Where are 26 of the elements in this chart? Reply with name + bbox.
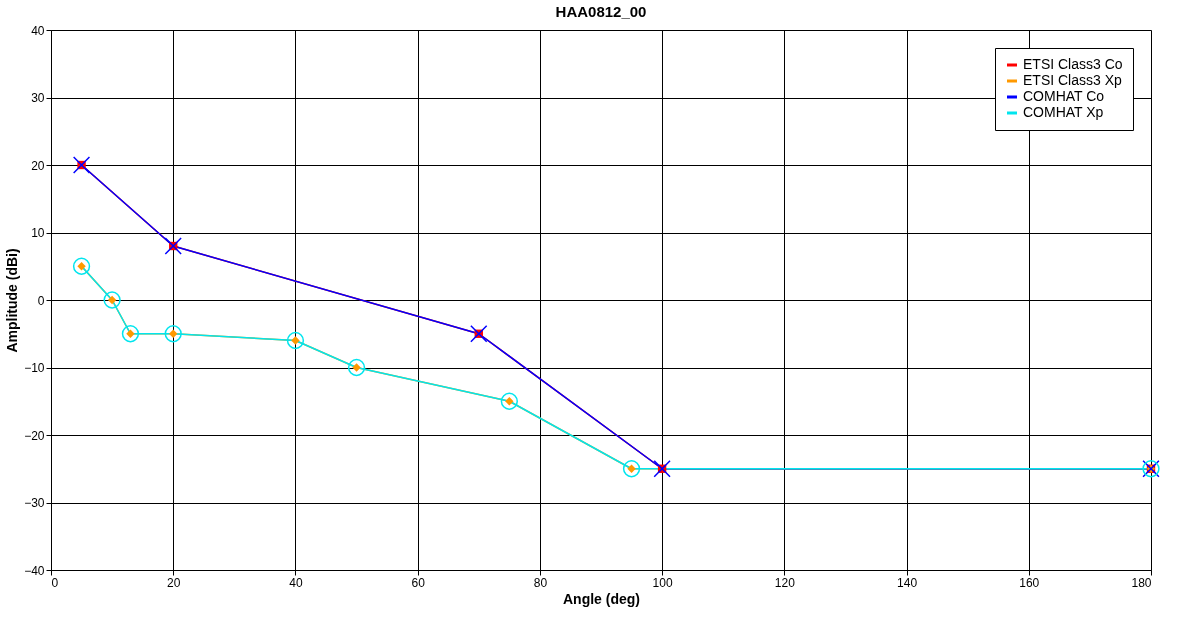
y-tick-label: −30 bbox=[24, 496, 45, 510]
x-tick-label: 140 bbox=[897, 575, 918, 590]
y-tick-label: 0 bbox=[37, 293, 45, 308]
legend-label: COMHAT Co bbox=[1023, 88, 1105, 104]
legend-label: ETSI Class3 Xp bbox=[1023, 72, 1123, 88]
x-tick-label: 180 bbox=[1131, 575, 1152, 590]
y-tick-label: −10 bbox=[24, 361, 45, 375]
y-tick-label: 20 bbox=[31, 158, 45, 173]
y-tick-label: −20 bbox=[24, 428, 45, 443]
y-tick-label: 30 bbox=[31, 91, 45, 105]
legend-label: ETSI Class3 Co bbox=[1023, 56, 1123, 72]
legend-label: COMHAT Xp bbox=[1023, 104, 1104, 120]
x-tick-label: 160 bbox=[1019, 575, 1040, 590]
x-tick-label: 120 bbox=[774, 575, 796, 590]
y-tick-label: −40 bbox=[24, 563, 45, 578]
y-tick-label: 40 bbox=[31, 23, 45, 38]
x-tick-label: 80 bbox=[533, 575, 548, 590]
x-axis-title: Angle (deg) bbox=[563, 590, 640, 607]
y-axis-title: Amplitude (dBi) bbox=[4, 248, 21, 353]
x-tick-label: 20 bbox=[167, 575, 181, 590]
y-tick-label: 10 bbox=[31, 226, 45, 240]
x-tick-label: 60 bbox=[411, 575, 426, 590]
chart-title: HAA0812_00 bbox=[555, 3, 647, 20]
x-tick-label: 40 bbox=[289, 575, 303, 590]
x-tick-label: 100 bbox=[652, 575, 673, 590]
x-tick-label: 0 bbox=[51, 575, 59, 590]
